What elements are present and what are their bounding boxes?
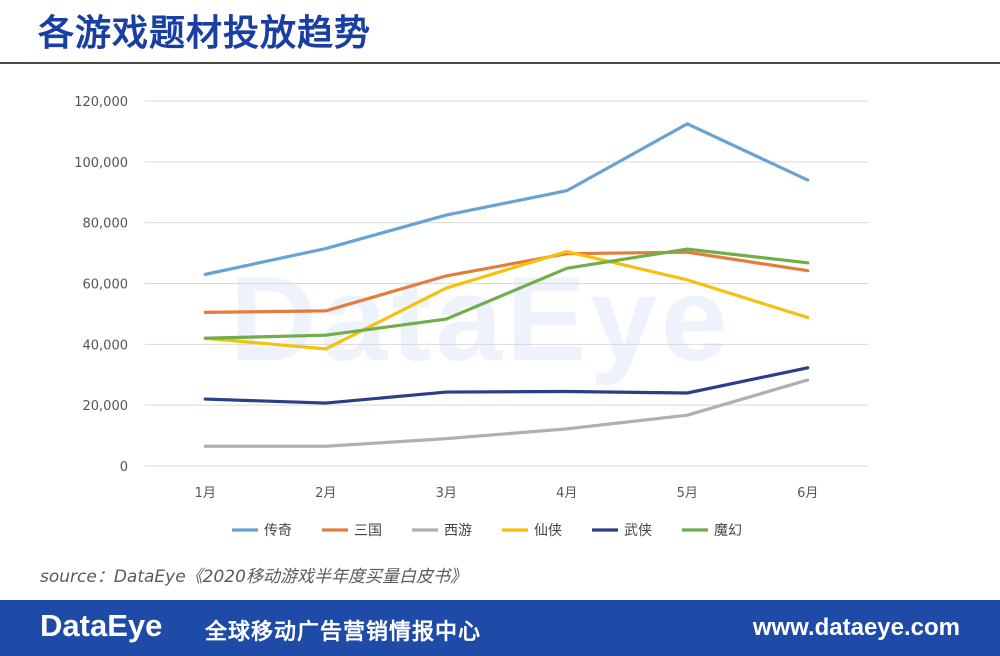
x-tick-label: 1月 [195,486,216,501]
legend-label: 传奇 [264,522,292,539]
x-tick-label: 4月 [556,486,577,501]
legend-label: 武侠 [624,523,652,539]
y-tick-label: 80,000 [83,217,129,232]
x-tick-label: 2月 [315,486,336,501]
footer-logo: DataEye [40,608,163,643]
footer-url-link[interactable]: www.dataeye.com [752,614,960,641]
grid-lines [145,100,868,467]
series-line-武侠 [203,366,810,405]
y-tick-label: 100,000 [74,156,128,171]
series-line-西游 [203,378,810,448]
series-lines [203,122,810,448]
footer-bar: DataEye 全球移动广告营销情报中心 www.dataeye.com [0,600,1000,656]
line-chart: 020,00040,00060,00080,000100,000120,000 … [74,95,868,539]
legend: 传奇 三国 西游 仙侠 武侠 魔幻 [232,522,742,539]
y-tick-label: 0 [120,460,128,475]
source-note: source：DataEye《2020移动游戏半年度买量白皮书》 [40,567,467,587]
legend-label: 魔幻 [714,523,742,539]
y-tick-label: 120,000 [74,95,128,110]
x-axis-ticks: 1月 2月 3月 4月 5月 6月 [195,486,819,501]
x-tick-label: 5月 [677,486,698,501]
y-tick-label: 20,000 [83,399,129,414]
y-axis-ticks: 0 20,000 40,000 60,000 80,000 100,000 120,000 [74,95,128,475]
legend-label: 西游 [444,523,472,539]
chart-title: 各游戏题材投放趋势 [38,13,372,54]
series-line-传奇 [203,122,810,276]
title-divider [0,62,1000,64]
y-tick-label: 40,000 [83,338,129,353]
x-tick-label: 6月 [797,486,818,501]
series-line-三国 [203,250,810,314]
series-line-魔幻 [203,247,810,340]
legend-label: 三国 [354,523,382,539]
watermark-logo: DataEye [230,252,732,386]
series-line-仙侠 [203,249,810,351]
x-tick-label: 3月 [436,486,457,501]
footer-slogan: 全球移动广告营销情报中心 [205,620,482,645]
y-tick-label: 60,000 [83,278,129,293]
legend-label: 仙侠 [534,523,562,539]
